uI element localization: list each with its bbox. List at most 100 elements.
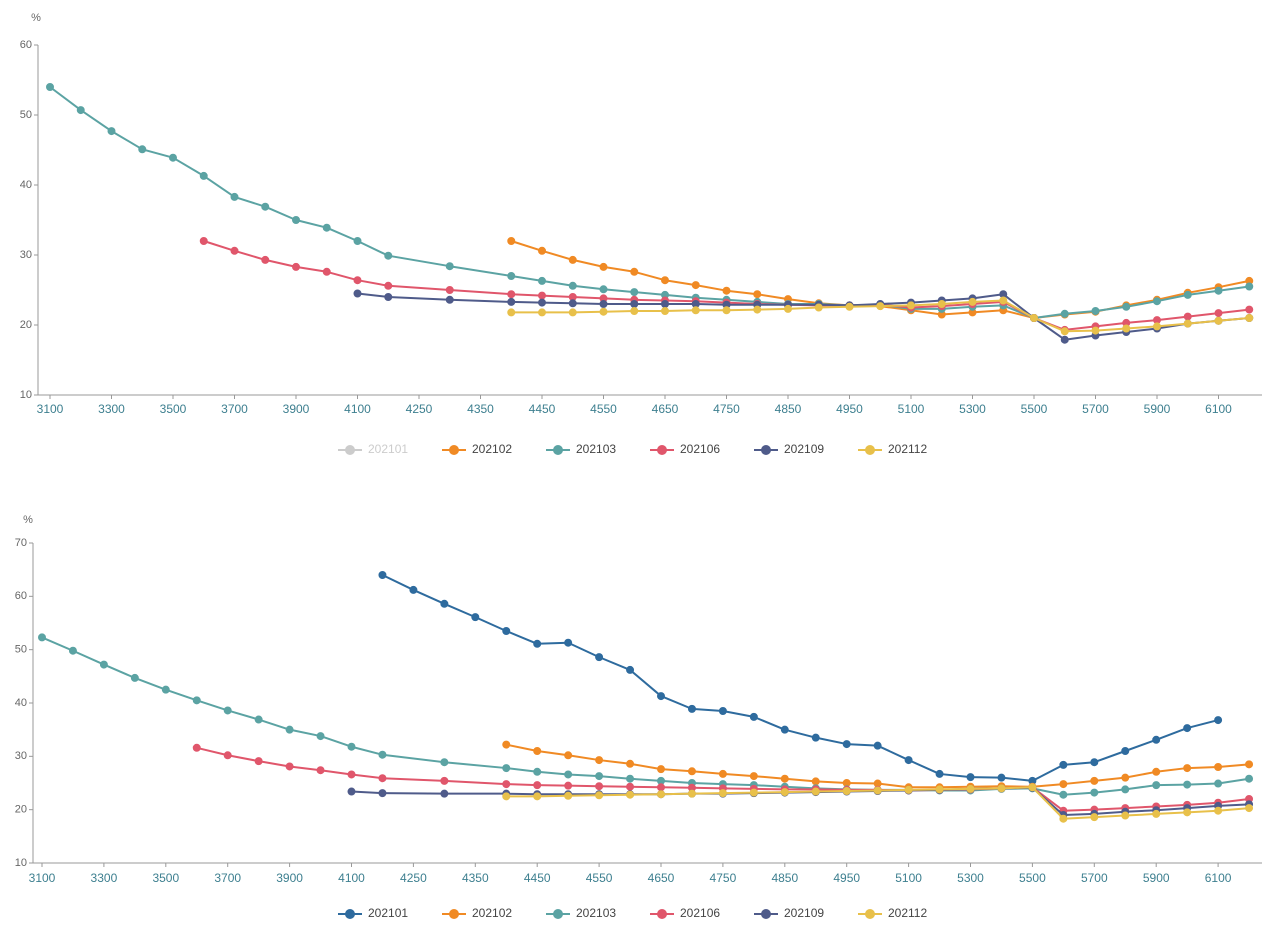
legend-label[interactable]: 202106 (680, 442, 720, 456)
data-point (1090, 758, 1099, 767)
line-segment (972, 304, 1004, 308)
data-point (564, 638, 573, 647)
legend-label[interactable]: 202112 (888, 442, 927, 456)
line-segment (910, 305, 942, 309)
line-segment (351, 790, 383, 795)
line-segment (880, 304, 912, 308)
line-segment (196, 699, 229, 712)
data-point (538, 298, 546, 307)
data-point (568, 255, 577, 264)
line-segment (537, 770, 569, 776)
line-segment (351, 773, 383, 780)
line-segment (784, 785, 816, 790)
data-point (502, 780, 511, 789)
data-point (626, 774, 635, 783)
legend-label[interactable]: 202101 (368, 442, 408, 456)
line-segment (691, 792, 723, 795)
x-tick-label: 4100 (338, 871, 365, 885)
x-tick-label: 6100 (1205, 402, 1232, 416)
legend-label[interactable]: 202109 (784, 906, 824, 920)
line-segment (1187, 809, 1219, 814)
legend-label[interactable]: 202103 (576, 906, 616, 920)
line-segment (357, 279, 389, 287)
x-tick-label: 4450 (529, 402, 556, 416)
line-segment (1218, 803, 1250, 807)
data-point (169, 153, 177, 162)
line-segment (172, 156, 205, 177)
x-tick-label: 3700 (221, 402, 248, 416)
line-segment (939, 785, 971, 789)
legend-marker (345, 909, 355, 919)
legend-label[interactable]: 202103 (576, 442, 616, 456)
legend-label[interactable]: 202102 (472, 906, 512, 920)
data-point (1183, 290, 1192, 299)
line-segment (1156, 783, 1188, 787)
x-tick-label: 4850 (771, 871, 798, 885)
data-point (1059, 790, 1068, 799)
line-segment (443, 602, 476, 619)
line-segment (910, 309, 942, 316)
data-point (316, 766, 325, 775)
line-segment (629, 762, 662, 771)
legend-label[interactable]: 202102 (472, 442, 512, 456)
line-segment (1063, 761, 1095, 766)
line-segment (753, 715, 786, 731)
line-segment (849, 303, 881, 307)
data-point (1091, 326, 1100, 335)
line-segment (1126, 327, 1158, 333)
line-segment (664, 279, 696, 287)
line-segment (722, 791, 754, 795)
data-point (99, 660, 108, 669)
line-segment (474, 616, 507, 632)
line-segment (630, 785, 662, 789)
data-point (599, 300, 608, 308)
line-segment (726, 298, 758, 303)
data-point (46, 83, 54, 91)
line-segment (1218, 807, 1250, 812)
y-tick-label: 30 (15, 750, 27, 762)
y-tick-label: 10 (20, 389, 32, 401)
line-segment (629, 777, 662, 782)
line-segment (351, 745, 383, 756)
line-segment (541, 301, 573, 305)
legend-label[interactable]: 202101 (368, 906, 408, 920)
line-segment (357, 292, 389, 298)
data-point (599, 285, 608, 294)
data-point (595, 791, 604, 800)
x-tick-label: 3500 (152, 871, 179, 885)
data-point (630, 307, 639, 315)
legend-label[interactable]: 202106 (680, 906, 720, 920)
legend-label[interactable]: 202112 (888, 906, 927, 920)
data-point (753, 290, 762, 299)
line-segment (49, 86, 82, 111)
y-axis-label: % (31, 12, 41, 24)
data-point (568, 281, 577, 290)
line-segment (234, 195, 266, 208)
legend-label[interactable]: 202109 (784, 442, 824, 456)
line-segment (227, 709, 259, 721)
line-segment (695, 296, 727, 301)
line-segment (258, 718, 290, 731)
data-point (718, 707, 727, 715)
line-segment (567, 641, 600, 659)
line-segment (357, 240, 389, 257)
line-segment (722, 783, 754, 787)
line-segment (1218, 317, 1250, 322)
data-point (533, 767, 542, 776)
line-segment (908, 788, 940, 791)
line-segment (1124, 738, 1157, 752)
line-segment (880, 301, 912, 305)
data-point (285, 762, 294, 771)
line-segment (1187, 312, 1219, 318)
data-point (564, 791, 573, 800)
line-segment (388, 284, 450, 291)
line-segment (1063, 779, 1095, 786)
line-segment (753, 775, 785, 780)
data-point (1183, 312, 1192, 321)
line-segment (506, 783, 538, 787)
line-segment (972, 300, 1004, 305)
data-point (1183, 808, 1192, 817)
data-point (1214, 286, 1223, 295)
line-segment (1218, 279, 1250, 289)
line-segment (449, 298, 512, 303)
